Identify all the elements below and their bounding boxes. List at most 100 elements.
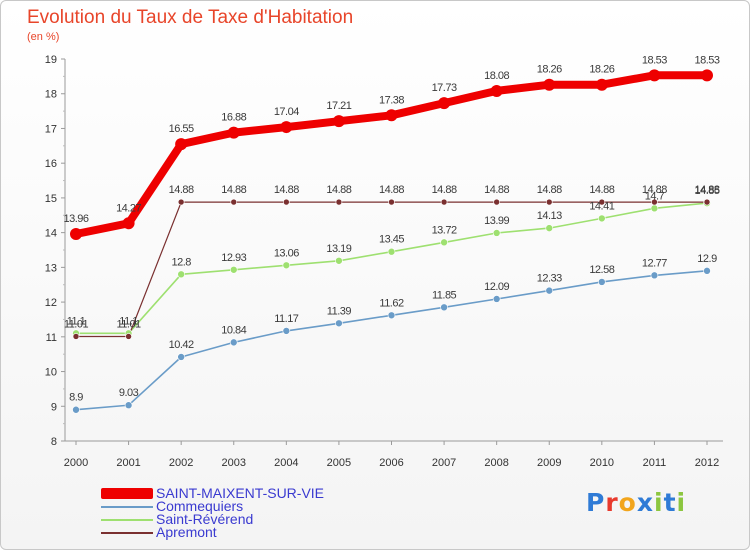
series-points: [70, 69, 713, 414]
legend-label: Apremont: [156, 524, 217, 540]
data-point: [703, 267, 711, 275]
x-tick-label: 2010: [590, 457, 614, 469]
data-label: 18.53: [642, 54, 667, 66]
logo-letter: i: [676, 488, 687, 517]
data-point: [440, 198, 448, 206]
data-point: [387, 311, 396, 320]
data-label: 14.88: [432, 184, 457, 196]
data-label: 18.26: [589, 64, 614, 76]
data-point: [385, 109, 398, 122]
data-point: [595, 78, 608, 91]
data-label: 12.33: [537, 273, 562, 285]
data-label: 11.01: [64, 318, 89, 330]
x-tick-label: 2004: [274, 457, 298, 469]
data-label: 18.26: [537, 64, 562, 76]
legend-label: Saint-Révérend: [156, 511, 254, 527]
chart-subtitle: (en %): [27, 31, 60, 43]
data-label: 12.8: [171, 256, 191, 268]
data-point: [177, 198, 185, 206]
legend-swatch: [101, 488, 153, 499]
data-label: 17.21: [326, 100, 351, 112]
data-label: 14.7: [645, 190, 665, 202]
data-label: 14.88: [589, 184, 614, 196]
x-tick-label: 2005: [327, 457, 351, 469]
data-point: [440, 238, 448, 247]
y-tick-label: 9: [51, 401, 57, 413]
y-tick-label: 11: [46, 332, 57, 344]
data-point: [335, 319, 343, 328]
y-tick-label: 16: [45, 158, 57, 170]
axis-ticks: 8 9 10 11 12 13 14 15 16 17 18 19 2000 2001 2002 2003 20…: [45, 54, 719, 469]
x-tick-label: 2011: [643, 457, 667, 469]
legend-item: SAINT-MAIXENT-SUR-VIE: [101, 485, 325, 501]
legend-label: SAINT-MAIXENT-SUR-VIE: [156, 485, 325, 501]
data-point: [545, 224, 554, 232]
legend-item: Saint-Révérend: [101, 511, 324, 527]
data-point: [283, 198, 290, 206]
data-point: [335, 256, 343, 265]
data-label: 8.9: [69, 392, 83, 404]
data-point: [229, 265, 238, 274]
data-point: [227, 126, 240, 139]
data-point: [122, 217, 135, 230]
data-label: 18.53: [694, 54, 719, 66]
data-point: [282, 327, 291, 335]
data-point: [701, 69, 713, 82]
data-label: 9.03: [119, 387, 139, 399]
data-label: 12.09: [484, 281, 509, 293]
legend: SAINT-MAIXENT-SUR-VIE Commequiers Saint-…: [101, 485, 325, 540]
data-label: 10.84: [221, 324, 246, 336]
data-point: [492, 229, 501, 237]
data-label: 11.01: [116, 318, 141, 330]
x-tick-label: 2002: [169, 457, 193, 469]
data-point: [335, 198, 343, 206]
data-label: 12.93: [221, 252, 246, 264]
data-point: [651, 198, 658, 206]
data-point: [282, 261, 291, 270]
y-tick-label: 18: [45, 89, 57, 101]
logo-letter: t: [663, 488, 677, 517]
data-point: [492, 295, 501, 303]
data-point: [438, 97, 451, 110]
x-tick-label: 2006: [379, 457, 403, 469]
data-label: 14.88: [221, 184, 246, 196]
data-label: 13.96: [63, 213, 88, 225]
data-point: [545, 286, 554, 295]
data-label: 11.1: [67, 315, 86, 327]
data-label: 11.85: [432, 289, 457, 301]
logo-letter: o: [618, 488, 637, 517]
data-point: [332, 115, 345, 128]
data-label: 13.45: [379, 234, 404, 246]
logo-letter: r: [605, 488, 619, 517]
legend-swatch: [101, 505, 153, 508]
data-label: 14.88: [326, 184, 351, 196]
logo-letter: x: [636, 488, 654, 517]
x-tick-label: 2001: [116, 457, 140, 469]
data-point: [177, 270, 185, 279]
data-label: 12.58: [589, 264, 614, 276]
legend-label: Commequiers: [156, 498, 244, 514]
x-tick-label: 2007: [432, 457, 456, 469]
data-label: 14.88: [379, 184, 404, 196]
y-tick-label: 15: [45, 193, 57, 205]
data-point: [598, 214, 606, 223]
x-tick-label: 2003: [222, 457, 246, 469]
data-label: 18.08: [484, 70, 509, 82]
y-tick-label: 12: [45, 297, 57, 309]
data-label: 17.38: [379, 94, 404, 106]
data-label: 14.41: [589, 200, 614, 212]
y-tick-label: 17: [45, 123, 57, 135]
x-tick-label: 2012: [695, 457, 719, 469]
data-labels: 8.9 9.03 10.42 10.84 11.17 11.39 11.62 11.85 12.…: [63, 54, 720, 404]
data-label: 11.39: [327, 305, 352, 317]
data-label: 13.06: [274, 247, 299, 259]
data-point: [229, 338, 238, 347]
y-tick-label: 8: [51, 436, 57, 448]
data-label: 14.13: [537, 210, 562, 222]
data-label: 12.9: [697, 253, 717, 265]
data-point: [650, 204, 659, 213]
data-label: 13.72: [432, 224, 457, 236]
data-label: 13.99: [484, 215, 509, 227]
